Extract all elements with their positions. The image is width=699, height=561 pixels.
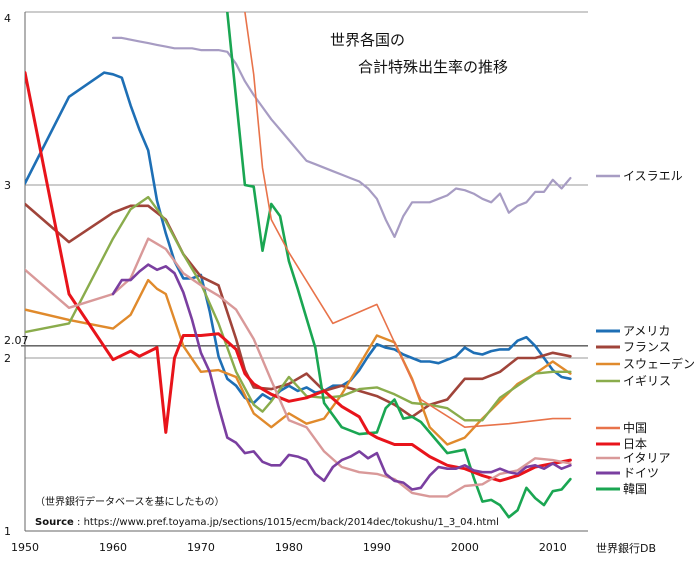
series-line-3 <box>25 278 572 446</box>
y-tick-4: 4 <box>4 12 11 25</box>
legend-label-3: スウェーデン <box>623 356 695 371</box>
legend-label-7: 日本 <box>623 437 647 451</box>
chart-title-line1: 世界各国の <box>330 31 405 49</box>
legend-label-9: ドイツ <box>623 466 659 480</box>
y-tick-1: 1 <box>4 525 11 538</box>
x-tick-1950: 1950 <box>11 541 39 554</box>
tick-labels: 1950 1960 1970 1980 1990 2000 2010 1 2 3 4 2.07 <box>4 12 567 554</box>
x-tick-2010: 2010 <box>539 541 567 554</box>
series-line-8 <box>25 237 572 498</box>
series-line-5 <box>226 12 572 519</box>
series-line-7 <box>25 71 572 483</box>
data-note: （世界銀行データベースを基にしたもの） <box>35 495 225 508</box>
source-separator: : <box>74 517 84 528</box>
series-line-1 <box>25 71 572 405</box>
x-tick-1960: 1960 <box>99 541 127 554</box>
reference-line-label: 2.07 <box>4 334 29 347</box>
legend-label-5: 韓国 <box>623 482 647 496</box>
y-tick-3: 3 <box>4 179 11 192</box>
legend-label-8: イタリア <box>623 451 671 465</box>
legend-label-6: 中国 <box>623 420 647 435</box>
source-label: Source <box>35 517 74 528</box>
series-line-0 <box>111 36 572 238</box>
x-tick-1970: 1970 <box>187 541 215 554</box>
legend-label-4: イギリス <box>623 374 671 388</box>
x-tick-1980: 1980 <box>275 541 303 554</box>
legend-label-0: イスラエル <box>623 169 683 183</box>
source-credit: 世界銀行DB <box>596 541 656 555</box>
chart-title-line2: 合計特殊出生率の推移 <box>358 58 508 76</box>
y-tick-2: 2 <box>4 352 11 365</box>
x-tick-2000: 2000 <box>451 541 479 554</box>
series-line-9 <box>111 263 572 491</box>
source-line: Source : https://www.pref.toyama.jp/sect… <box>35 517 499 528</box>
legend-label-2: フランス <box>623 340 671 354</box>
series-lines <box>25 12 572 519</box>
source-url: https://www.pref.toyama.jp/sections/1015… <box>84 517 499 528</box>
series-line-4 <box>25 195 572 422</box>
series-line-6 <box>244 12 572 429</box>
legend-label-1: アメリカ <box>623 324 670 338</box>
axes <box>24 12 588 532</box>
x-tick-1990: 1990 <box>363 541 391 554</box>
